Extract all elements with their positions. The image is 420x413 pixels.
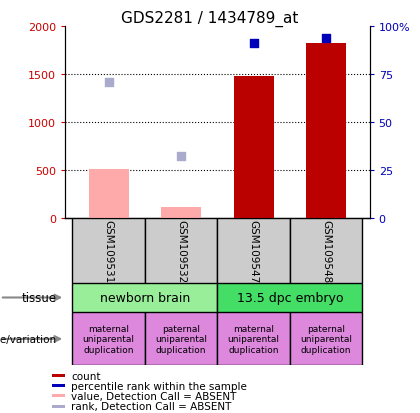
Text: GSM109531: GSM109531 [104,219,113,282]
Bar [52,394,65,397]
Text: GSM109548: GSM109548 [321,219,331,282]
Bar [89,170,129,219]
Bar [52,374,65,377]
Text: newborn brain: newborn brain [100,291,190,304]
Text: tissue: tissue [21,291,57,304]
Text: paternal
uniparental
duplication: paternal uniparental duplication [300,324,352,354]
Bar [234,77,273,219]
Text: maternal
uniparental
duplication: maternal uniparental duplication [83,324,134,354]
Bar [290,219,362,283]
Point [105,79,112,86]
Bar [52,385,65,387]
Point [323,36,329,43]
Text: genotype/variation: genotype/variation [0,334,57,344]
Text: GSM109547: GSM109547 [249,219,259,282]
Bar [72,313,145,366]
Point [178,153,184,160]
Text: percentile rank within the sample: percentile rank within the sample [71,381,247,391]
Text: rank, Detection Call = ABSENT: rank, Detection Call = ABSENT [71,401,231,411]
Text: value, Detection Call = ABSENT: value, Detection Call = ABSENT [71,391,236,401]
Text: paternal
uniparental
duplication: paternal uniparental duplication [155,324,207,354]
Bar [218,284,362,312]
Point [250,41,257,47]
Bar [290,313,362,366]
Text: 13.5 dpc embryo: 13.5 dpc embryo [236,291,343,304]
Bar [145,219,218,283]
Bar [145,313,218,366]
Text: GSM109532: GSM109532 [176,219,186,282]
Bar [218,219,290,283]
Bar [218,313,290,366]
Bar [72,284,218,312]
Text: GDS2281 / 1434789_at: GDS2281 / 1434789_at [121,10,299,26]
Bar [161,208,201,219]
Bar [306,44,346,219]
Bar [72,219,145,283]
Text: maternal
uniparental
duplication: maternal uniparental duplication [228,324,280,354]
Bar [52,405,65,408]
Text: count: count [71,371,100,381]
